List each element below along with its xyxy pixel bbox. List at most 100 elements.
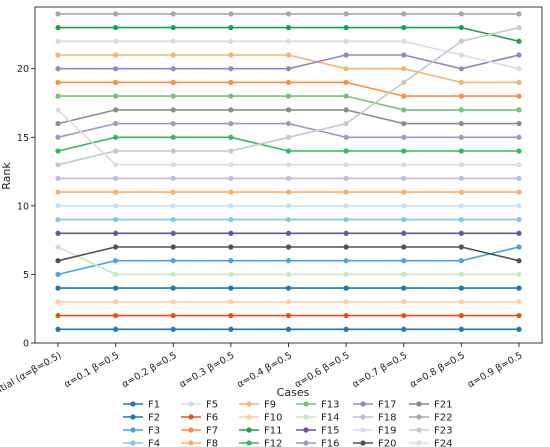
data-point — [343, 11, 349, 17]
legend-swatch-marker — [130, 401, 136, 407]
data-point — [285, 11, 292, 17]
data-point — [55, 148, 61, 154]
data-point — [285, 216, 292, 223]
data-point — [458, 79, 464, 86]
data-point — [228, 134, 234, 140]
legend-label: F18 — [378, 413, 396, 424]
y-axis-label: Rank — [0, 162, 13, 190]
data-point — [401, 326, 407, 332]
series-f11 — [55, 24, 522, 44]
data-point — [113, 79, 119, 86]
x-tick-label: α=0.4 β=0.5 — [235, 350, 294, 390]
data-point — [458, 216, 464, 223]
data-point — [113, 120, 119, 127]
series-f18 — [55, 175, 522, 182]
data-point — [516, 134, 522, 140]
data-point — [343, 162, 349, 168]
legend-item-f15: F15 — [296, 426, 339, 437]
data-point — [285, 244, 292, 250]
legend-swatch-marker — [130, 427, 136, 433]
data-point — [170, 216, 176, 223]
data-point — [55, 79, 61, 86]
legend-item-f24: F24 — [409, 439, 452, 447]
data-point — [285, 93, 292, 99]
data-point — [170, 285, 176, 291]
data-point — [516, 230, 522, 236]
legend-swatch-marker — [246, 414, 252, 420]
data-point — [55, 120, 61, 127]
data-point — [285, 258, 292, 264]
data-point — [285, 66, 292, 72]
series-f23 — [55, 24, 522, 168]
x-tick-label: α=0.8 β=0.5 — [408, 350, 467, 390]
data-point — [458, 38, 464, 44]
series-f3 — [55, 244, 522, 278]
data-point — [113, 52, 119, 58]
legend-label: F3 — [148, 426, 160, 437]
data-point — [516, 258, 522, 264]
data-point — [401, 203, 407, 209]
data-point — [343, 107, 349, 113]
legend-swatch-marker — [246, 401, 252, 407]
data-point — [228, 299, 234, 305]
data-point — [343, 38, 349, 44]
series-f16 — [55, 120, 522, 140]
data-point — [343, 189, 349, 195]
legend-item-f13: F13 — [296, 400, 339, 411]
data-point — [170, 24, 176, 31]
data-point — [113, 148, 119, 154]
data-point — [401, 52, 407, 58]
legend-swatch-marker — [130, 440, 136, 446]
data-point — [516, 52, 522, 58]
legend-label: F8 — [206, 439, 218, 447]
data-point — [401, 189, 407, 195]
series-f1 — [55, 326, 522, 332]
data-point — [458, 93, 464, 99]
data-point — [458, 120, 464, 127]
data-point — [285, 175, 292, 182]
data-point — [458, 24, 464, 31]
legend-item-f7: F7 — [181, 426, 218, 437]
data-point — [113, 189, 119, 195]
legend-title: Cases — [277, 386, 310, 399]
y-tick-label: 5 — [23, 270, 29, 281]
data-point — [170, 79, 176, 86]
data-point — [228, 216, 234, 223]
data-point — [113, 258, 119, 264]
data-point — [285, 79, 292, 86]
legend-swatch-marker — [360, 427, 366, 433]
legend-label: F13 — [321, 400, 339, 411]
y-tick-label: 20 — [17, 64, 29, 75]
data-point — [228, 79, 234, 86]
data-point — [170, 271, 176, 278]
data-point — [228, 38, 234, 44]
legend-label: F5 — [206, 400, 218, 411]
data-point — [285, 162, 292, 168]
data-point — [285, 148, 292, 154]
data-point — [343, 203, 349, 209]
data-point — [458, 312, 464, 319]
data-point — [228, 312, 234, 319]
legend-label: F11 — [264, 426, 282, 437]
series-f19 — [55, 38, 522, 72]
data-point — [516, 216, 522, 223]
series-f4 — [55, 216, 522, 223]
series-f12 — [55, 134, 522, 154]
legend-item-f9: F9 — [239, 400, 276, 411]
data-point — [401, 216, 407, 223]
data-point — [113, 244, 119, 250]
data-point — [228, 120, 234, 127]
data-point — [113, 66, 119, 72]
legend-swatch-marker — [188, 414, 194, 420]
data-point — [113, 203, 119, 209]
data-point — [401, 312, 407, 319]
series-f9 — [55, 52, 522, 86]
data-point — [401, 66, 407, 72]
data-point — [401, 258, 407, 264]
legend-item-f4: F4 — [123, 439, 160, 447]
data-point — [170, 299, 176, 305]
data-point — [401, 162, 407, 168]
series-f14 — [55, 244, 522, 278]
data-point — [343, 134, 349, 140]
data-point — [516, 66, 522, 72]
